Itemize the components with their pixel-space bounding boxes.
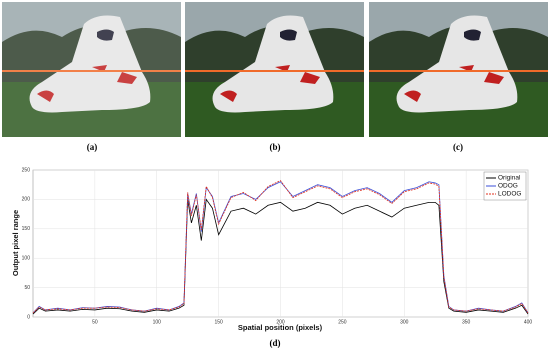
y-tick-label: 200 — [22, 197, 31, 203]
y-axis-label: Output pixel range — [11, 210, 20, 276]
panel-label: (b) — [270, 142, 281, 152]
photo-a — [2, 2, 181, 137]
photo-c — [369, 2, 548, 137]
x-tick-label: 350 — [462, 319, 471, 325]
x-tick-label: 50 — [92, 319, 98, 325]
panel-label: (a) — [87, 142, 98, 152]
legend-label: ODOG — [498, 183, 518, 190]
data-line — [32, 180, 529, 314]
x-tick-label: 200 — [276, 319, 285, 325]
x-tick-label: 400 — [524, 319, 533, 325]
panel-label: (d) — [270, 338, 281, 348]
y-tick-label: 50 — [24, 285, 30, 291]
legend-label: Original — [498, 175, 521, 182]
x-tick-label: 250 — [338, 319, 347, 325]
x-tick-label: 100 — [153, 319, 162, 325]
x-tick-label: 300 — [400, 319, 409, 325]
y-tick-label: 250 — [22, 167, 31, 173]
y-tick-label: 100 — [22, 256, 31, 262]
data-line — [32, 198, 529, 315]
x-axis-label: Spatial position (pixels) — [238, 323, 323, 332]
photo-b — [185, 2, 364, 137]
panel-label: (c) — [453, 142, 463, 152]
x-tick-label: 150 — [214, 319, 223, 325]
y-tick-label: 150 — [22, 226, 31, 232]
legend-label: LODOG — [498, 191, 521, 198]
y-tick-label: 0 — [27, 314, 30, 320]
